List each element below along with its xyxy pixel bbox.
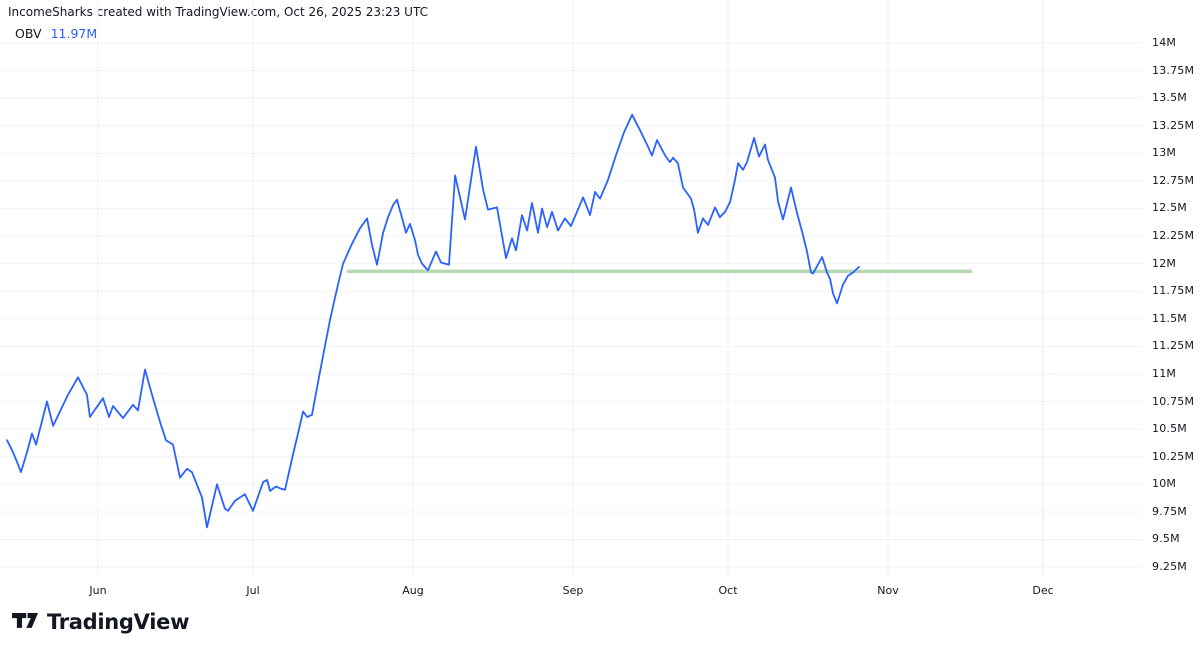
price-axis-label: 13.75M [1152,63,1195,77]
price-axis-label: 11.75M [1152,284,1195,298]
price-axis-label: 9.75M [1152,504,1187,518]
indicator-legend[interactable]: OBV 11.97M [15,26,97,41]
time-axis-label: Nov [877,584,899,597]
price-axis-label: 10.5M [1152,422,1187,436]
price-axis-label: 12M [1152,256,1177,270]
price-axis-label: 13.25M [1152,118,1195,132]
price-axis-label: 12.25M [1152,229,1195,243]
time-axis-label: Oct [718,584,738,597]
time-axis-label: Sep [562,584,584,597]
time-axis-label: Aug [402,584,424,597]
tradingview-logo-icon [12,612,38,628]
price-axis-label: 9.5M [1152,532,1180,546]
time-axis-label: Dec [1032,584,1054,597]
price-axis-label: 14M [1152,36,1177,49]
price-axis-label: 12.75M [1152,173,1195,187]
price-axis-label: 13M [1152,146,1177,160]
price-axis-label: 12.5M [1152,201,1187,215]
price-axis-label: 10.75M [1152,394,1195,408]
indicator-name: OBV [15,26,42,41]
time-axis-label: Jun [89,584,107,597]
obv-line[interactable] [6,113,860,529]
price-axis-label: 11.25M [1152,339,1195,353]
tradingview-logo[interactable]: TradingView [12,610,189,634]
price-axis-label: 10.25M [1152,449,1195,463]
price-axis-label: 11.5M [1152,311,1187,325]
price-axis-label: 9.25M [1152,560,1187,574]
price-axis-label: 11M [1152,366,1177,380]
tradingview-logo-text: TradingView [47,610,190,634]
time-axis-label: Jul [246,584,260,597]
price-axis-label: 10M [1152,477,1177,491]
chart-attribution: IncomeSharks created with TradingView.co… [8,5,428,19]
price-axis-label: 13.5M [1152,91,1187,105]
price-chart-canvas[interactable] [0,0,1145,580]
indicator-value: 11.97M [50,26,98,41]
